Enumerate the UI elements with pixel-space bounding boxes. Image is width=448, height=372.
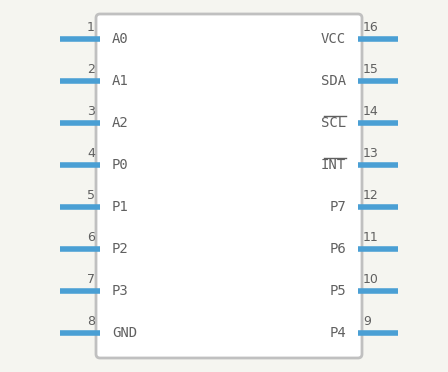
Text: P2: P2	[112, 242, 129, 256]
Text: P5: P5	[329, 284, 346, 298]
Text: P1: P1	[112, 200, 129, 214]
Text: 1: 1	[87, 21, 95, 34]
Text: P3: P3	[112, 284, 129, 298]
Text: 14: 14	[363, 105, 379, 118]
Text: SCL: SCL	[321, 116, 346, 130]
Text: P4: P4	[329, 326, 346, 340]
Text: 4: 4	[87, 147, 95, 160]
Text: A1: A1	[112, 74, 129, 88]
Text: 15: 15	[363, 63, 379, 76]
Text: SDA: SDA	[321, 74, 346, 88]
Text: 11: 11	[363, 231, 379, 244]
Text: 12: 12	[363, 189, 379, 202]
Text: GND: GND	[112, 326, 137, 340]
Text: A2: A2	[112, 116, 129, 130]
Text: 6: 6	[87, 231, 95, 244]
Text: 3: 3	[87, 105, 95, 118]
Text: 2: 2	[87, 63, 95, 76]
Text: P0: P0	[112, 158, 129, 172]
Text: INT: INT	[321, 158, 346, 172]
Text: 7: 7	[87, 273, 95, 286]
Text: 10: 10	[363, 273, 379, 286]
Text: 16: 16	[363, 21, 379, 34]
Text: 8: 8	[87, 315, 95, 328]
Text: VCC: VCC	[321, 32, 346, 46]
FancyBboxPatch shape	[96, 14, 362, 358]
Text: 9: 9	[363, 315, 371, 328]
Text: 13: 13	[363, 147, 379, 160]
Text: P6: P6	[329, 242, 346, 256]
Text: A0: A0	[112, 32, 129, 46]
Text: 5: 5	[87, 189, 95, 202]
Text: P7: P7	[329, 200, 346, 214]
